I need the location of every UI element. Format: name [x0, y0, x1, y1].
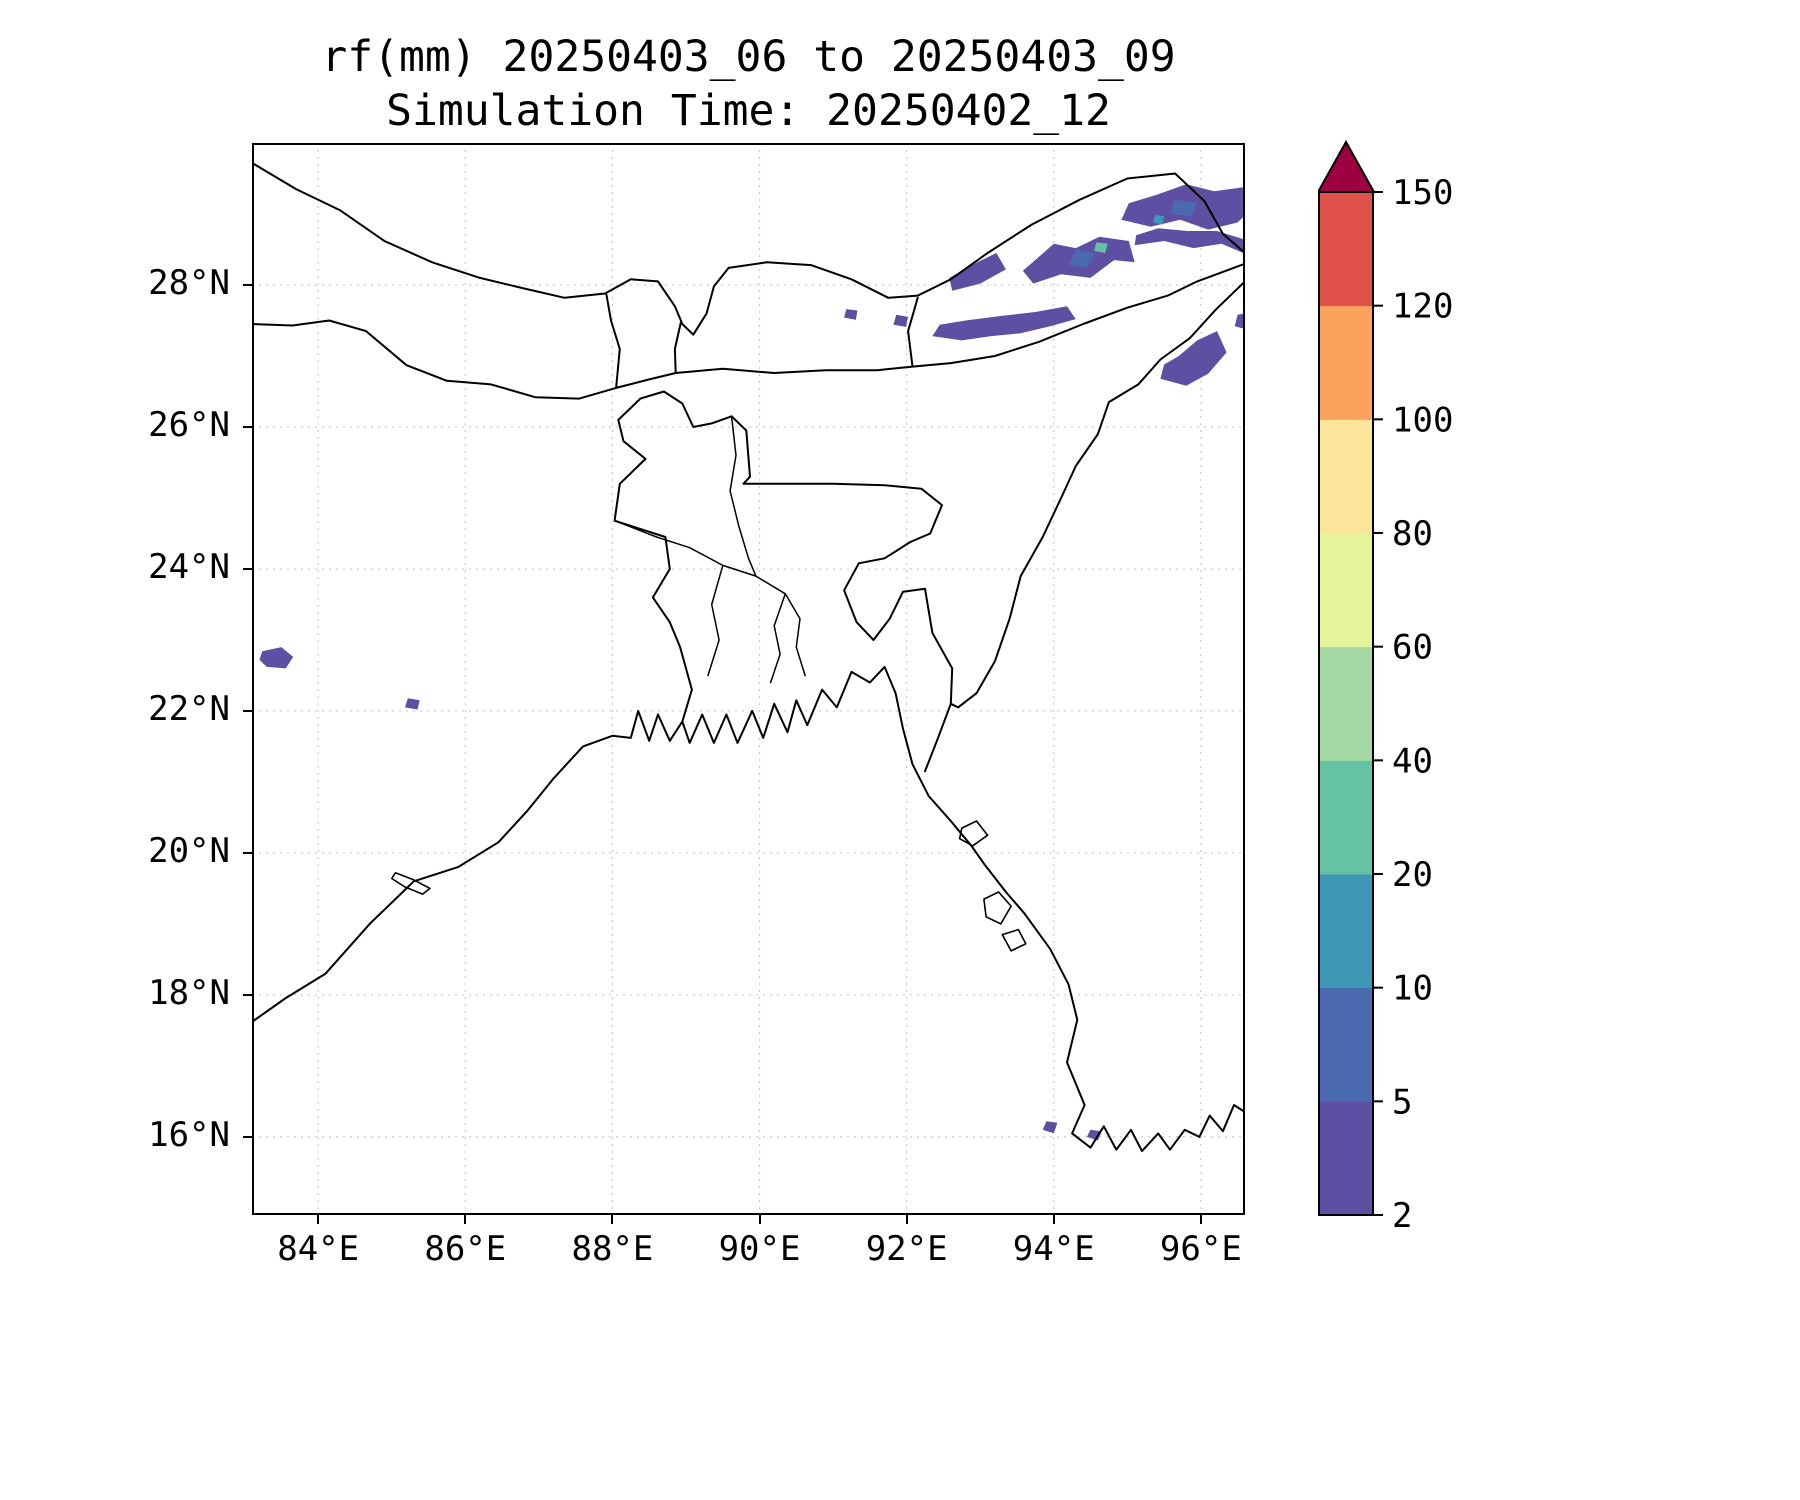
- rain-patch-2-5mm: [1086, 1129, 1102, 1141]
- coastline-bay-of-bengal: [252, 665, 1245, 1153]
- rain-patch-20-40mm: [1094, 242, 1108, 253]
- river-jamuna: [729, 415, 757, 577]
- y-tick-label: 20°N: [148, 830, 230, 871]
- x-tick-label: 86°E: [424, 1229, 507, 1269]
- colorbar-segment-40-60: [1318, 646, 1374, 761]
- river-delta-distributary: [707, 564, 724, 677]
- y-tick-label: 22°N: [148, 688, 230, 729]
- colorbar-tick-label: 60: [1392, 628, 1433, 668]
- map-axes: [252, 143, 1245, 1215]
- colorbar-segment-60-80: [1318, 533, 1374, 648]
- rain-patch-2-5mm: [932, 306, 1076, 341]
- y-tick-mark: [243, 993, 252, 996]
- x-tick-mark: [464, 1215, 467, 1224]
- figure-title: rf(mm) 20250403_06 to 20250403_09: [321, 32, 1176, 82]
- island-cheduba: [1001, 928, 1027, 952]
- colorbar-tick-label: 150: [1392, 173, 1453, 213]
- y-tick-label: 26°N: [148, 404, 230, 445]
- x-tick-label: 92°E: [865, 1229, 948, 1269]
- y-tick-mark: [243, 1135, 252, 1138]
- x-tick-mark: [611, 1215, 614, 1224]
- colorbar-segment-10-20: [1318, 874, 1374, 989]
- x-tick-label: 84°E: [277, 1229, 360, 1269]
- x-tick-label: 88°E: [571, 1229, 654, 1269]
- colorbar-over-arrow: [1318, 140, 1376, 193]
- y-tick-mark: [243, 425, 252, 428]
- y-tick-label: 24°N: [148, 546, 230, 587]
- rain-patch-2-5mm: [893, 314, 909, 327]
- india-myanmar-border: [949, 280, 1245, 709]
- colorbar-tick-label: 80: [1392, 514, 1433, 554]
- map-canvas: [252, 143, 1245, 1215]
- assam-arunachal-line: [911, 262, 1245, 368]
- rain-patch-2-5mm: [405, 698, 420, 710]
- x-tick-label: 94°E: [1012, 1229, 1095, 1269]
- figure-subtitle: Simulation Time: 20250402_12: [386, 86, 1111, 136]
- colorbar: 2 5 10 20 40 60 80 100 120 150: [1318, 140, 1453, 1230]
- colorbar-tick-label: 100: [1392, 400, 1453, 440]
- bangladesh-india-border: [613, 390, 954, 773]
- colorbar-segment-20-40: [1318, 760, 1374, 875]
- rain-patch-10-20mm: [1153, 214, 1165, 225]
- colorbar-segment-5-10: [1318, 987, 1374, 1102]
- rain-patch-2-5mm: [1042, 1121, 1058, 1134]
- colorbar-segment-100-120: [1318, 305, 1374, 420]
- chilika-lake: [391, 871, 431, 895]
- y-tick-mark: [243, 283, 252, 286]
- river-ganges-padma: [613, 519, 806, 677]
- colorbar-tick-label: 10: [1392, 969, 1433, 1009]
- island-ramree: [983, 891, 1012, 925]
- nepal-south-border: [252, 293, 621, 400]
- rain-patch-2-5mm: [1160, 331, 1227, 386]
- bhutan-border: [673, 296, 919, 374]
- y-tick-label: 16°N: [148, 1114, 230, 1155]
- colorbar-tick-label: 2: [1392, 1196, 1412, 1230]
- x-tick-mark: [758, 1215, 761, 1224]
- colorbar-frame: [1318, 191, 1374, 1216]
- rain-patch-2-5mm: [949, 253, 1006, 291]
- rain-patch-5-10mm: [1170, 199, 1197, 217]
- colorbar-segment-120-150: [1318, 192, 1374, 307]
- colorbar-segment-80-100: [1318, 419, 1374, 534]
- y-tick-mark: [243, 709, 252, 712]
- x-tick-mark: [317, 1215, 320, 1224]
- y-tick-label: 28°N: [148, 262, 230, 303]
- y-tick-mark: [243, 851, 252, 854]
- island-arakan-north: [958, 820, 989, 847]
- colorbar-tick-label: 5: [1392, 1082, 1412, 1122]
- river-meghna: [769, 593, 787, 684]
- y-tick-mark: [243, 567, 252, 570]
- x-tick-mark: [1052, 1215, 1055, 1224]
- rain-patch-2-5mm: [1234, 313, 1245, 329]
- himalaya-china-border: [252, 161, 1245, 336]
- rain-patch-2-5mm: [1134, 228, 1245, 254]
- x-tick-label: 90°E: [718, 1229, 801, 1269]
- colorbar-segment-2-5: [1318, 1101, 1374, 1216]
- colorbar-tick-label: 120: [1392, 287, 1453, 327]
- x-tick-mark: [905, 1215, 908, 1224]
- rain-patch-2-5mm: [844, 309, 858, 320]
- y-tick-label: 18°N: [148, 972, 230, 1013]
- x-tick-label: 96°E: [1159, 1229, 1242, 1269]
- sikkim-south-line: [615, 372, 677, 389]
- colorbar-tick-label: 20: [1392, 855, 1433, 895]
- colorbar-tick-label: 40: [1392, 741, 1433, 781]
- axes-frame: [252, 143, 1245, 1215]
- rain-patch-2-5mm: [259, 647, 294, 669]
- x-tick-mark: [1199, 1215, 1202, 1224]
- rain-patch-5-10mm: [1068, 249, 1095, 268]
